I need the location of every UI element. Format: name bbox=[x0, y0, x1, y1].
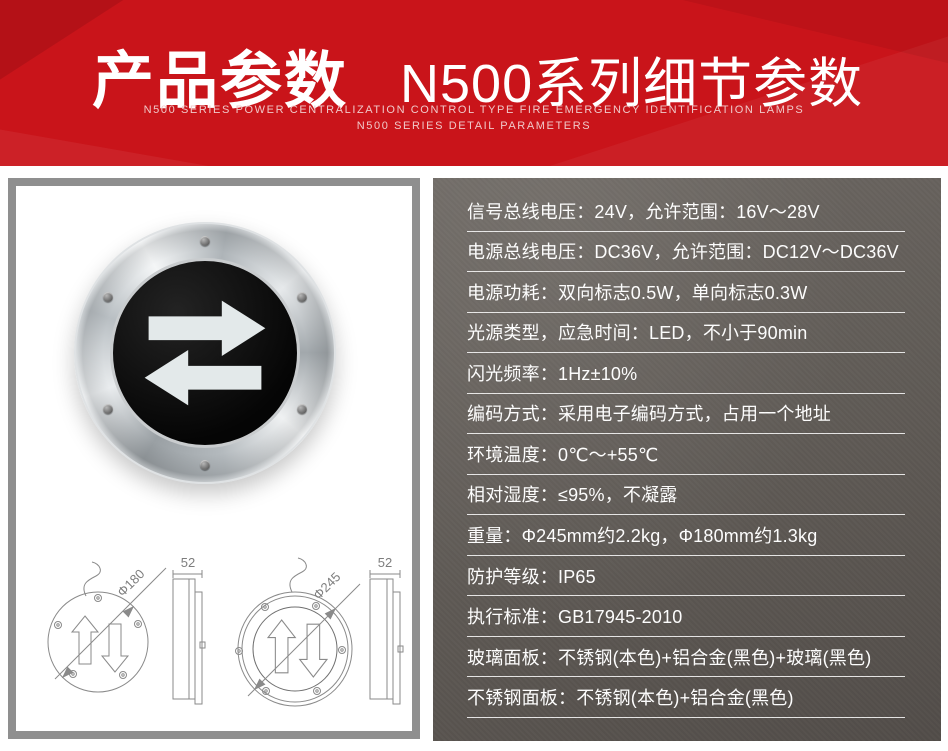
spec-text: 相对湿度：≤95%，不凝露 bbox=[467, 485, 678, 506]
spec-text: 重量：Φ245mm约2.2kg，Φ180mm约1.3kg bbox=[467, 526, 818, 547]
spec-table: 信号总线电压：24V，允许范围：16V～28V 电源总线电压：DC36V，允许范… bbox=[433, 178, 941, 741]
lamp-face bbox=[110, 258, 300, 448]
spec-text: 电源功耗：双向标志0.5W，单向标志0.3W bbox=[467, 282, 808, 303]
product-photo-steel-ring bbox=[74, 222, 336, 484]
spec-row: 相对湿度：≤95%，不凝露 bbox=[467, 475, 905, 516]
screw-icon bbox=[200, 460, 210, 470]
spec-text: 电源总线电压：DC36V，允许范围：DC12V～DC36V bbox=[467, 242, 899, 263]
technical-drawing-180: Φ180 52 bbox=[47, 555, 206, 705]
screw-icon bbox=[297, 292, 307, 302]
product-image-panel: Φ180 52 bbox=[8, 178, 420, 739]
series-subtitle: N500系列细节参数 bbox=[400, 54, 864, 114]
spec-row: 光源类型，应急时间：LED，不小于90min bbox=[467, 313, 905, 354]
spec-row: 重量：Φ245mm约2.2kg，Φ180mm约1.3kg bbox=[467, 515, 905, 556]
spec-row: 闪光频率：1Hz±10% bbox=[467, 353, 905, 394]
technical-drawings: Φ180 52 bbox=[16, 550, 412, 731]
dimension-label-depth-245: 52 bbox=[378, 555, 392, 570]
spec-row: 防护等级：IP65 bbox=[467, 556, 905, 597]
spec-text: 防护等级：IP65 bbox=[467, 566, 596, 587]
spec-text: 执行标准：GB17945-2010 bbox=[467, 607, 683, 628]
spec-text: 编码方式：采用电子编码方式，占用一个地址 bbox=[467, 404, 831, 425]
spec-text: 光源类型，应急时间：LED，不小于90min bbox=[467, 323, 808, 344]
page-title: 产品参数 bbox=[92, 47, 349, 116]
subtitle-en-line2: N500 SERIES DETAIL PARAMETERS bbox=[356, 120, 592, 132]
screw-icon bbox=[200, 236, 210, 246]
dimension-label-diameter-180: Φ180 bbox=[114, 566, 147, 599]
spec-text: 不锈钢面板：不锈钢(本色)+铝合金(黑色) bbox=[467, 688, 794, 709]
header-titles: 产品参数 N500系列细节参数 bbox=[92, 30, 863, 120]
spec-text: 玻璃面板：不锈钢(本色)+铝合金(黑色)+玻璃(黑色) bbox=[467, 647, 872, 668]
spec-row: 执行标准：GB17945-2010 bbox=[467, 596, 905, 637]
screw-icon bbox=[103, 404, 113, 414]
spec-row: 环境温度：0℃～+55℃ bbox=[467, 434, 905, 475]
right-arrow-icon bbox=[148, 300, 266, 356]
header-banner: 产品参数 N500系列细节参数 N500 SERIES POWER CENTRA… bbox=[0, 0, 948, 166]
direction-arrows bbox=[144, 300, 266, 406]
spec-row: 电源总线电压：DC36V，允许范围：DC12V～DC36V bbox=[467, 232, 905, 273]
spec-text: 信号总线电压：24V，允许范围：16V～28V bbox=[467, 201, 820, 222]
spec-row: 不锈钢面板：不锈钢(本色)+铝合金(黑色) bbox=[467, 677, 905, 718]
spec-row: 玻璃面板：不锈钢(本色)+铝合金(黑色)+玻璃(黑色) bbox=[467, 637, 905, 678]
dimension-label-depth-180: 52 bbox=[181, 555, 195, 570]
screw-icon bbox=[103, 292, 113, 302]
spec-text: 闪光频率：1Hz±10% bbox=[467, 363, 638, 384]
spec-text: 环境温度：0℃～+55℃ bbox=[467, 444, 659, 465]
screw-icon bbox=[297, 404, 307, 414]
english-subtitle: N500 SERIES POWER CENTRALIZATION CONTROL… bbox=[0, 102, 948, 134]
subtitle-en-line1: N500 SERIES POWER CENTRALIZATION CONTROL… bbox=[143, 104, 805, 116]
spec-row: 电源功耗：双向标志0.5W，单向标志0.3W bbox=[467, 272, 905, 313]
spec-row: 信号总线电压：24V，允许范围：16V～28V bbox=[467, 191, 905, 232]
left-arrow-icon bbox=[144, 350, 262, 406]
spec-row: 编码方式：采用电子编码方式，占用一个地址 bbox=[467, 394, 905, 435]
technical-drawing-245: Φ245 52 bbox=[235, 555, 404, 707]
dimension-label-diameter-245: Φ245 bbox=[310, 569, 343, 602]
